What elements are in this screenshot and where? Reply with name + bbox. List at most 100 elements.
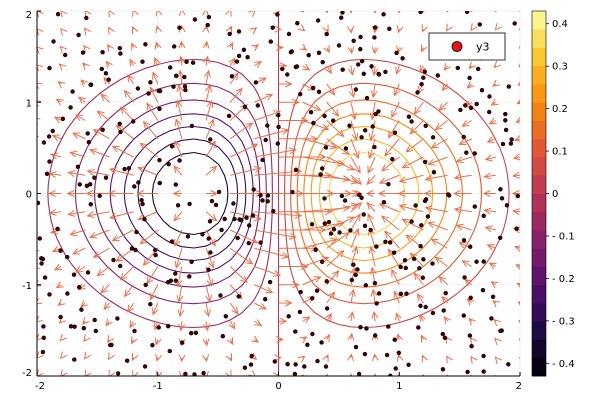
quiver-arrow [131,25,139,35]
quiver-shaft [462,260,472,267]
quiver-head [464,278,473,287]
quiver-head [342,231,350,239]
quiver-arrow [401,156,424,169]
scatter-point [343,146,349,151]
quiver-shaft [489,262,497,267]
quiver-head [67,170,76,178]
quiver-arrow [443,63,451,71]
quiver-arrow [205,248,215,269]
quiver-head [225,25,232,34]
scatter-point [236,53,242,59]
scatter-point [150,343,155,348]
quiver-head [518,45,520,49]
quiver-arrow [302,138,338,150]
quiver-arrow [155,25,162,34]
scatter-point [133,247,138,253]
colorbar-tick-label: - 0.3 [552,316,575,327]
quiver-arrow [274,25,282,33]
quiver-shaft [402,218,424,231]
scatter-point [512,21,517,26]
quiver-shaft [368,138,376,159]
quiver-arrow [108,11,115,18]
quiver-head [322,354,329,363]
quiver-arrow [466,298,475,306]
quiver-arrow [107,43,114,52]
quiver-arrow [204,302,211,318]
quiver-head [58,63,67,71]
quiver-arrow [254,319,263,327]
x-tick-label: 2 [516,381,522,392]
scatter-point [182,74,187,80]
scatter-point [131,119,136,124]
quiver-arrow [446,23,453,32]
quiver-head [421,44,428,53]
quiver-arrow [398,203,424,213]
scatter-point [435,73,440,78]
quiver-arrow [254,93,274,103]
quiver-arrow [302,101,322,111]
quiver-head [318,226,327,234]
scatter-point [111,257,116,263]
scatter-point [318,172,323,177]
quiver-head [59,351,68,360]
quiver-shaft [485,226,496,231]
quiver-head [57,298,66,306]
scatter-point [41,335,46,340]
quiver-shaft [140,142,159,158]
quiver-shaft [350,138,359,159]
quiver-arrow [48,208,62,216]
quiver-head [518,63,520,68]
quiver-arrow [326,291,336,304]
quiver-head [202,40,210,49]
quiver-head [48,171,57,179]
quiver-head [107,335,114,344]
scatter-point [241,47,247,52]
quiver-arrow [96,110,110,121]
scatter-point [47,65,52,71]
scatter-point [398,291,404,296]
quiver-head [307,84,316,91]
quiver-head [322,24,329,33]
quiver-shaft [462,120,472,127]
scatter-point [413,203,418,208]
quiver-arrow [202,354,210,363]
quiver-arrow [424,174,448,182]
quiver-arrow [514,245,520,252]
quiver-shaft [230,167,261,176]
quiver-head [108,167,118,175]
quiver-arrow [427,156,448,166]
quiver-head [131,336,138,345]
scatter-point [498,328,503,334]
colorbar-band [532,211,546,231]
quiver-arrow [229,87,243,103]
quiver-head [86,211,95,219]
quiver-arrow [37,280,42,287]
quiver-head [455,223,464,231]
quiver-arrow [206,190,218,197]
quiver-head [228,321,236,330]
scatter-point [276,112,281,118]
quiver-shaft [149,284,159,300]
scatter-point [58,314,63,320]
quiver-head [254,60,263,68]
quiver-arrow [393,290,401,304]
scatter-point [336,43,342,48]
quiver-shaft [402,156,424,169]
quiver-head [154,41,162,50]
scatter-point [42,275,48,280]
scatter-point [308,109,314,115]
scatter-point [239,218,244,223]
quiver-head [177,309,185,318]
quiver-arrow [100,284,110,294]
quiver-head [323,45,330,54]
quiver-shaft [152,302,159,315]
scatter-point [220,334,226,339]
quiver-head [370,90,378,99]
scatter-point [185,234,191,239]
quiver-arrow [137,211,158,221]
quiver-head [371,46,379,55]
quiver-head [453,173,462,181]
quiver-head [488,117,497,125]
quiver-arrow [381,156,400,172]
